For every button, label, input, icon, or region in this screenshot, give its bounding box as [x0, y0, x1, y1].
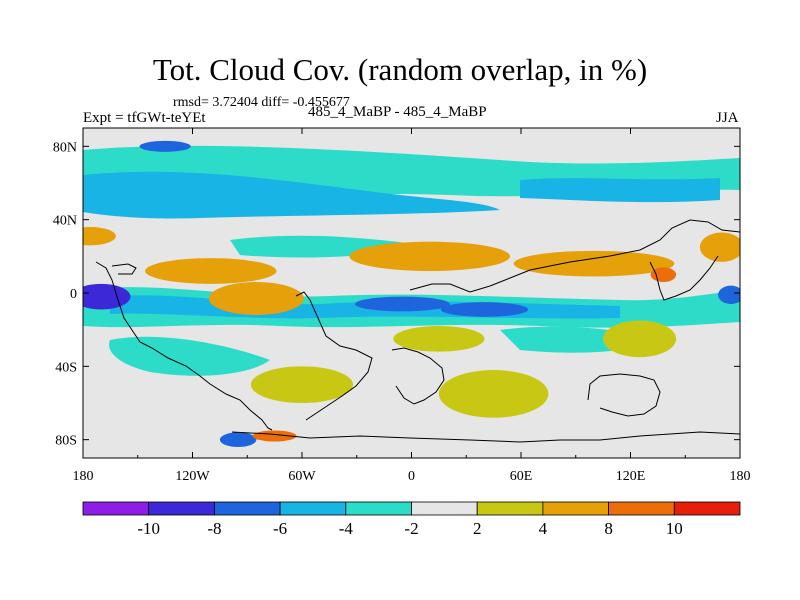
anomaly-region-16 — [393, 326, 485, 352]
y-tick-label: 40S — [55, 360, 77, 375]
colorbar-swatch — [608, 501, 675, 516]
colorbar-swatch — [279, 501, 347, 516]
band-north-blue-2 — [520, 178, 720, 203]
coastlines — [95, 219, 740, 443]
coastline-africa — [391, 347, 445, 405]
colorbar: -10 -8 -6 -4 -2 2 4 8 10 — [82, 501, 741, 538]
anomaly-region-10 — [513, 250, 675, 277]
colorbar-label: 8 — [604, 519, 613, 538]
colorbar-swatch — [542, 501, 610, 516]
colorbar-swatch — [148, 501, 215, 516]
x-tick-label: 0 — [408, 469, 415, 484]
x-tick-label: 120W — [175, 469, 210, 484]
y-axis: 80N 40N 0 40S 80S — [53, 140, 740, 449]
colorbar-swatch — [476, 501, 544, 516]
colorbar-swatch — [673, 501, 741, 516]
y-tick-label: 40N — [53, 214, 77, 229]
x-tick-label: 180 — [730, 469, 751, 484]
y-tick-label: 80N — [53, 140, 77, 155]
colorbar-label: -8 — [207, 519, 221, 538]
colorbar-swatch — [411, 501, 478, 516]
colorbar-swatch — [345, 501, 412, 516]
chart-title: Tot. Cloud Cov. (random overlap, in %) — [152, 52, 648, 87]
anomaly-region-14 — [250, 366, 354, 403]
anomaly-region-0 — [83, 283, 131, 310]
anomaly-regions — [83, 140, 740, 447]
x-tick-label: 60E — [510, 469, 533, 484]
anomaly-region-6 — [83, 227, 116, 246]
colorbar-swatch — [213, 501, 281, 516]
coastline-north-pacific — [111, 263, 137, 275]
anomaly-region-2 — [354, 296, 450, 312]
colorbar-label: 4 — [539, 519, 548, 538]
coastline-americas — [95, 261, 273, 431]
colorbar-label: -6 — [273, 519, 287, 538]
map-area — [83, 128, 740, 458]
colorbar-label: -10 — [137, 519, 160, 538]
colorbar-label: 2 — [473, 519, 482, 538]
colorbar-label: 10 — [666, 519, 683, 538]
colorbar-swatch — [82, 501, 150, 516]
anomaly-region-12 — [650, 267, 677, 282]
coastline-antarctica — [231, 431, 740, 443]
coastline-australia — [587, 373, 661, 417]
x-tick-label: 180 — [73, 469, 94, 484]
y-tick-label: 80S — [55, 434, 77, 449]
coastline-eurasia — [409, 219, 740, 293]
season-label: JJA — [716, 110, 739, 126]
band-north-blue — [83, 171, 500, 219]
anomaly-region-8 — [208, 282, 304, 315]
anomaly-region-17 — [603, 320, 677, 358]
stats-label: rmsd= 3.72404 diff= -0.455677 — [173, 95, 350, 110]
anomaly-region-15 — [438, 370, 549, 418]
anomaly-region-9 — [349, 241, 511, 271]
x-axis: 180 120W 60W 0 60E 120E 180 — [73, 128, 751, 484]
anomaly-region-5 — [219, 432, 257, 447]
anomaly-region-3 — [440, 302, 529, 317]
y-tick-label: 0 — [70, 287, 77, 302]
coastline-asia-south — [649, 255, 719, 301]
coastline-south-america — [295, 291, 373, 421]
anomaly-region-4 — [718, 285, 740, 304]
experiment-label: Expt = tfGWt-teYEt — [83, 110, 206, 126]
cases-label: 485_4_MaBP - 485_4_MaBP — [308, 104, 487, 120]
colorbar-label: -2 — [404, 519, 418, 538]
anomaly-region-1 — [139, 140, 191, 152]
colorbar-label: -4 — [339, 519, 354, 538]
x-tick-label: 120E — [616, 469, 646, 484]
x-tick-label: 60W — [288, 469, 316, 484]
anomaly-region-7 — [145, 258, 277, 284]
anomaly-region-11 — [699, 232, 740, 262]
